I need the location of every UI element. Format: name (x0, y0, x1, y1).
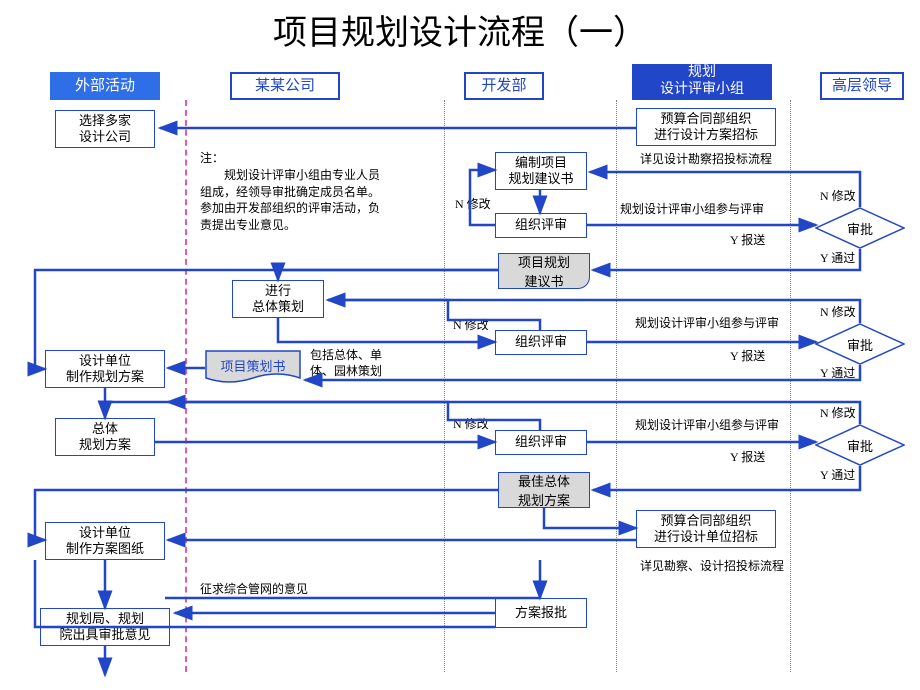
best-scheme-l2: 规划方案 (518, 490, 570, 509)
n-modify-2b: N 修改 (820, 303, 856, 320)
budget-tender2-l1: 预算合同部组织 (660, 513, 751, 529)
design-drawings-l1: 设计单位 (79, 525, 131, 541)
n-modify-3: N 修改 (453, 415, 489, 432)
y-pass-1: Y 通过 (820, 249, 855, 266)
external-divider (185, 100, 187, 672)
doc-plan-book: 项目策划书 (205, 350, 301, 386)
y-submit-2: Y 报送 (730, 347, 765, 364)
n-modify-3b: N 修改 (820, 404, 856, 421)
lane-review: 规划 设计评审小组 (632, 64, 772, 100)
lane-leader: 高层领导 (820, 72, 904, 100)
page-title: 项目规划设计流程（一） (0, 5, 920, 54)
y-submit-3: Y 报送 (730, 448, 765, 465)
diamond-approve1: 审批 (815, 207, 905, 249)
doc-best-scheme: 最佳总体 规划方案 (498, 472, 590, 508)
note-head: 注： (200, 151, 224, 165)
compile-l1: 编制项目 (515, 155, 567, 171)
lane-dev: 开发部 (464, 72, 544, 100)
overall-plan-l1: 进行 (265, 283, 291, 299)
n-modify-1: N 修改 (455, 195, 491, 212)
plan-book-label: 项目策划书 (205, 356, 301, 375)
bureau-l1: 规划局、规划 (66, 611, 144, 627)
y-pass-3: Y 通过 (820, 466, 855, 483)
overall-plan-l2: 总体策划 (252, 299, 304, 315)
tender-note2: 详见勘察、设计招投标流程 (640, 557, 784, 574)
box-scheme-approval: 方案报批 (495, 598, 587, 628)
lane-div-1 (444, 100, 445, 672)
flow-arrows (0, 0, 920, 690)
box-budget-tender2: 预算合同部组织 进行设计单位招标 (636, 510, 776, 548)
overall-scheme-l2: 规划方案 (79, 437, 131, 453)
design-unit-plan-l2: 制作规划方案 (66, 369, 144, 385)
approve1-label: 审批 (815, 207, 905, 249)
lane-review-l2: 设计评审小组 (660, 82, 744, 97)
network-note: 征求综合管网的意见 (200, 580, 308, 597)
plan-book-note-l2: 体、园林策划 (310, 364, 382, 378)
box-bureau: 规划局、规划 院出具审批意见 (40, 608, 170, 646)
box-overall-scheme: 总体 规划方案 (55, 418, 155, 456)
design-unit-plan-l1: 设计单位 (79, 353, 131, 369)
plan-book-note: 包括总体、单 体、园林策划 (310, 348, 405, 379)
box-org-review3: 组织评审 (495, 430, 587, 455)
box-select-firms: 选择多家 设计公司 (55, 110, 155, 148)
proj-proposal-l2: 建议书 (524, 271, 563, 290)
box-compile-proposal: 编制项目 规划建议书 (495, 152, 587, 190)
y-pass-2: Y 通过 (820, 364, 855, 381)
overall-scheme-l1: 总体 (92, 421, 118, 437)
n-modify-2: N 修改 (453, 316, 489, 333)
review-note2: 规划设计评审小组参与评审 (635, 314, 779, 331)
compile-l2: 规划建议书 (508, 171, 573, 187)
budget-tender-l2: 进行设计方案招标 (654, 127, 758, 143)
lane-div-3 (790, 100, 791, 672)
lane-company: 某某公司 (230, 72, 340, 100)
n-modify-1b: N 修改 (820, 187, 856, 204)
lane-external: 外部活动 (50, 72, 160, 100)
box-design-unit-plan: 设计单位 制作规划方案 (45, 350, 165, 388)
design-drawings-l2: 制作方案图纸 (66, 541, 144, 557)
tender-note: 详见设计勘察招投标流程 (640, 150, 772, 167)
approve3-label: 审批 (815, 424, 905, 466)
box-org-review1: 组织评审 (495, 213, 587, 238)
box-design-drawings: 设计单位 制作方案图纸 (45, 522, 165, 560)
best-scheme-l1: 最佳总体 (518, 471, 570, 490)
review-note1: 规划设计评审小组参与评审 (620, 200, 764, 217)
select-firms-l2: 设计公司 (79, 129, 131, 145)
diamond-approve3: 审批 (815, 424, 905, 466)
note-body: 规划设计评审小组由专业人员组成，经领导审批确定成员名单。参加由开发部组织的评审活… (200, 168, 380, 232)
bureau-l2: 院出具审批意见 (59, 627, 150, 643)
budget-tender2-l2: 进行设计单位招标 (654, 529, 758, 545)
plan-book-note-l1: 包括总体、单 (310, 348, 382, 362)
box-org-review2: 组织评审 (495, 330, 587, 355)
lane-review-l1: 规划 (688, 65, 716, 80)
note-block: 注： 规划设计评审小组由专业人员组成，经领导审批确定成员名单。参加由开发部组织的… (200, 150, 385, 234)
box-overall-plan: 进行 总体策划 (232, 280, 324, 318)
lane-div-2 (616, 100, 617, 672)
diamond-approve2: 审批 (815, 323, 905, 365)
approve2-label: 审批 (815, 323, 905, 365)
proj-proposal-l1: 项目规划 (518, 252, 570, 271)
doc-proj-proposal: 项目规划 建议书 (498, 253, 590, 289)
review-note3: 规划设计评审小组参与评审 (635, 416, 779, 433)
budget-tender-l1: 预算合同部组织 (660, 111, 751, 127)
box-budget-tender: 预算合同部组织 进行设计方案招标 (636, 108, 776, 146)
y-submit-1: Y 报送 (730, 231, 765, 248)
select-firms-l1: 选择多家 (79, 113, 131, 129)
